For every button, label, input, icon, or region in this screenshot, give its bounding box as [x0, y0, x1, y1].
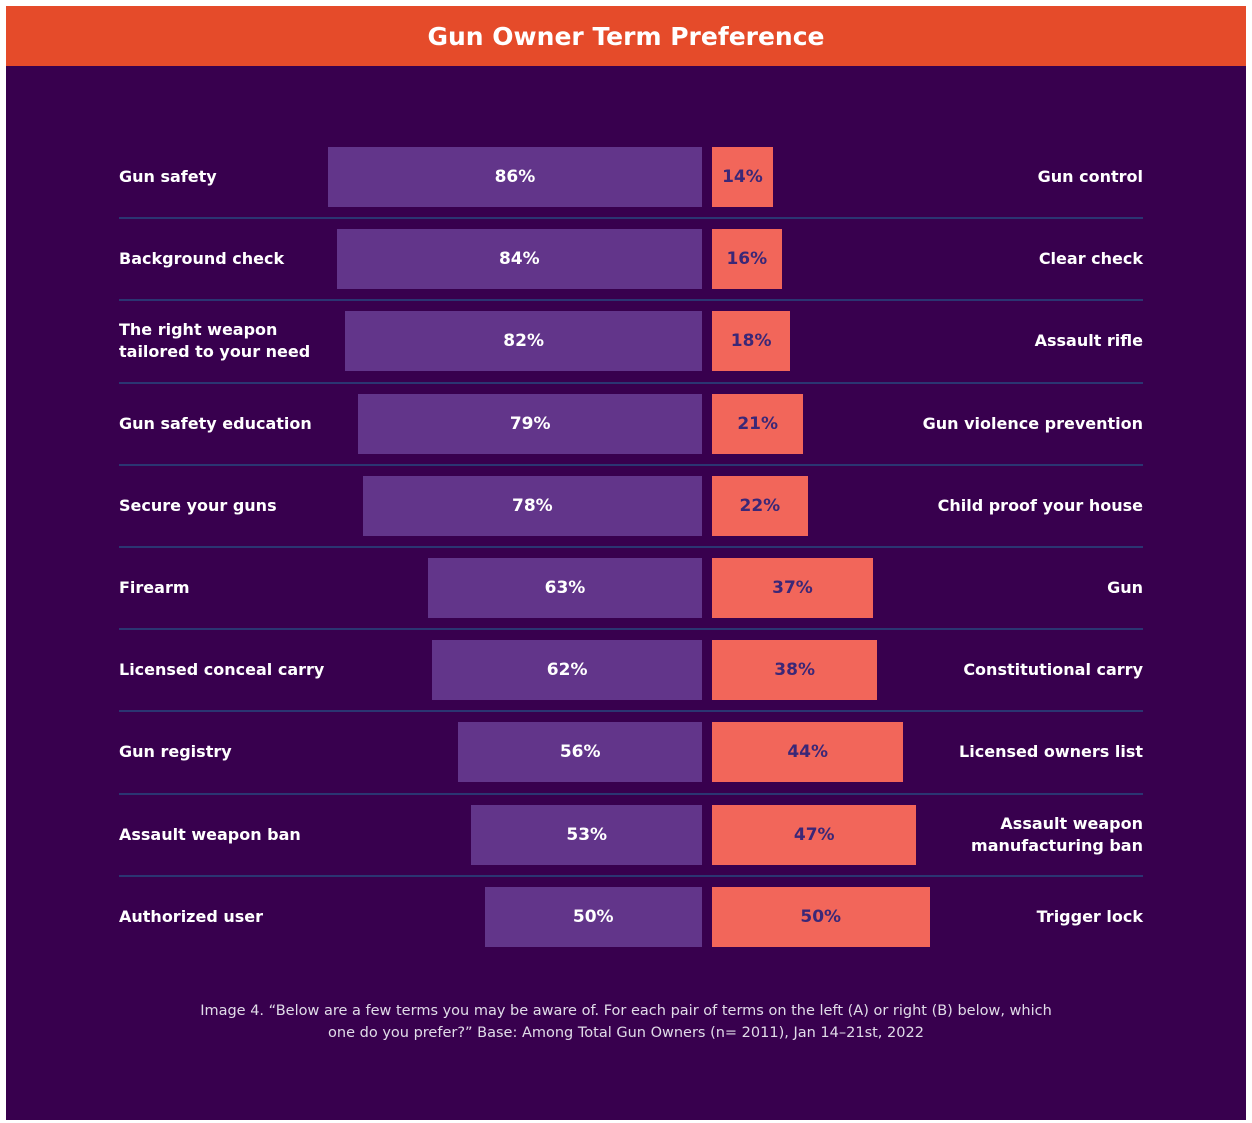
value-label: 53%	[566, 824, 608, 845]
bar: 56%	[458, 722, 702, 783]
footnote: Image 4. “Below are a few terms you may …	[200, 1003, 1052, 1041]
bar: 21%	[712, 393, 804, 454]
value-label: 44%	[787, 742, 829, 763]
right-term: Child proof your house	[937, 495, 1143, 515]
value-label: 62%	[546, 660, 588, 681]
row-separator	[119, 628, 1143, 631]
value-label: 22%	[739, 495, 781, 516]
left-term: Gun registry	[119, 742, 232, 762]
value-label: 86%	[494, 167, 536, 187]
bar: 50%	[484, 886, 702, 947]
row-separator	[119, 710, 1143, 713]
row-separator	[119, 874, 1143, 877]
left-term: Secure your guns	[119, 495, 277, 515]
bar: 79%	[358, 393, 702, 454]
right-term: Constitutional carry	[963, 660, 1143, 680]
bar: 82%	[345, 311, 702, 372]
row-separator	[119, 217, 1143, 220]
value-label: 14%	[722, 167, 763, 187]
value-label: 79%	[509, 413, 551, 434]
left-term: Gun safety	[119, 167, 217, 186]
left-term: Assault weapon ban	[119, 824, 301, 844]
bar: 62%	[432, 640, 702, 701]
value-label: 38%	[774, 660, 815, 681]
row-separator	[119, 299, 1143, 302]
right-term: Trigger lock	[1036, 906, 1143, 926]
bar: 78%	[362, 475, 702, 536]
bar: 47%	[712, 804, 917, 865]
row-separator	[119, 381, 1143, 384]
left-term: Firearm	[119, 578, 190, 597]
right-term: Licensed owners list	[959, 742, 1143, 762]
bar: 50%	[712, 886, 930, 947]
right-term: Gun control	[1037, 167, 1143, 186]
value-label: 50%	[572, 906, 614, 927]
bar: 53%	[471, 804, 702, 865]
value-label: 84%	[498, 249, 540, 270]
left-term: The right weapon tailored to your need	[119, 320, 311, 362]
bar: 63%	[427, 558, 702, 618]
right-term: Assault rifle	[1034, 331, 1143, 351]
left-term: Gun safety education	[119, 413, 312, 433]
left-term: Background check	[119, 249, 285, 269]
right-term: Gun	[1107, 578, 1143, 597]
row-separator	[119, 463, 1143, 466]
right-term: Clear check	[1038, 249, 1143, 269]
bar: 14%	[712, 147, 773, 207]
value-label: 82%	[503, 331, 544, 352]
right-term: Gun violence prevention	[922, 413, 1143, 433]
row-separator	[119, 545, 1143, 548]
chart-title: Gun Owner Term Preference	[6, 6, 1246, 66]
value-label: 50%	[800, 906, 842, 927]
value-label: 47%	[793, 824, 835, 845]
value-label: 37%	[772, 578, 813, 598]
value-label: 16%	[726, 249, 768, 270]
left-term: Authorized user	[119, 906, 264, 926]
value-label: 56%	[559, 742, 601, 763]
bar: 37%	[712, 558, 873, 618]
value-label: 18%	[730, 331, 772, 352]
bar: 16%	[712, 229, 782, 290]
bar: 38%	[712, 640, 878, 701]
bar: 22%	[712, 475, 808, 536]
bar: 18%	[712, 311, 791, 372]
row-separator	[119, 792, 1143, 795]
bar: 86%	[327, 147, 702, 207]
value-label: 78%	[511, 495, 553, 516]
value-label: 63%	[544, 578, 586, 598]
right-term: Assault weapon manufacturing ban	[971, 813, 1143, 855]
value-label: 21%	[737, 413, 779, 434]
bar: 44%	[712, 722, 904, 783]
bar: 84%	[336, 229, 702, 290]
left-term: Licensed conceal carry	[119, 660, 325, 680]
